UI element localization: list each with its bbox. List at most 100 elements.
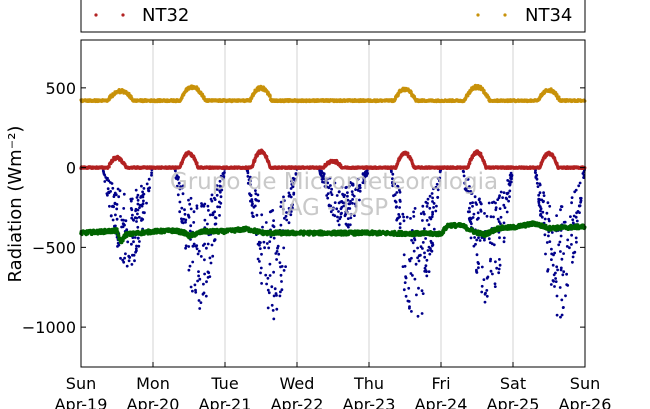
data-point-series-2 bbox=[506, 191, 510, 195]
data-point-series-2 bbox=[559, 208, 562, 212]
data-point-series-2 bbox=[563, 220, 567, 224]
data-point-series-2 bbox=[251, 202, 254, 206]
data-point-series-2 bbox=[126, 240, 130, 244]
data-point-series-2 bbox=[358, 198, 361, 202]
data-point-series-2 bbox=[491, 272, 494, 276]
data-point-series-2 bbox=[182, 217, 186, 221]
data-point-series-2 bbox=[485, 214, 489, 218]
data-point-series-2 bbox=[345, 223, 349, 227]
data-point-series-2 bbox=[125, 264, 129, 268]
data-point-series-2 bbox=[569, 215, 572, 219]
data-point-series-2 bbox=[559, 268, 563, 272]
data-point-series-2 bbox=[361, 172, 365, 175]
data-point-series-2 bbox=[288, 210, 291, 213]
data-point-series-2 bbox=[537, 198, 541, 201]
data-point-series-2 bbox=[292, 182, 295, 186]
data-point-series-2 bbox=[140, 184, 143, 188]
data-point-nt32 bbox=[468, 161, 472, 165]
data-point-series-2 bbox=[497, 267, 501, 271]
data-point-series-2 bbox=[432, 227, 436, 231]
data-point-series-2 bbox=[336, 215, 339, 219]
data-point-series-2 bbox=[206, 204, 210, 208]
data-point-series-2 bbox=[259, 266, 263, 270]
data-point-series-2 bbox=[290, 179, 293, 183]
data-point-series-2 bbox=[283, 199, 286, 203]
data-point-series-2 bbox=[289, 195, 293, 199]
data-point-series-2 bbox=[425, 205, 429, 208]
data-point-series-2 bbox=[192, 242, 196, 246]
data-point-series-2 bbox=[257, 199, 260, 203]
data-point-series-2 bbox=[478, 197, 481, 201]
data-point-series-2 bbox=[560, 257, 564, 261]
data-point-series-2 bbox=[110, 182, 114, 185]
data-point-series-2 bbox=[248, 193, 252, 197]
data-point-series-2 bbox=[421, 219, 424, 222]
data-point-series-2 bbox=[395, 217, 399, 221]
data-point-series-2 bbox=[535, 177, 539, 181]
data-point-series-2 bbox=[547, 234, 550, 238]
data-point-series-2 bbox=[432, 206, 435, 209]
data-point-series-2 bbox=[413, 237, 416, 240]
data-point-series-2 bbox=[346, 191, 349, 195]
data-point-series-2 bbox=[505, 210, 509, 214]
data-point-series-2 bbox=[272, 236, 276, 240]
data-point-series-2 bbox=[364, 174, 368, 178]
data-point-series-2 bbox=[272, 219, 275, 223]
data-point-series-2 bbox=[547, 217, 551, 221]
data-point-series-2 bbox=[412, 210, 415, 214]
data-point-series-2 bbox=[106, 187, 110, 191]
data-point-series-2 bbox=[551, 263, 555, 267]
data-point-series-2 bbox=[436, 176, 440, 180]
data-point-series-2 bbox=[472, 212, 476, 216]
data-point-series-2 bbox=[423, 251, 426, 255]
data-point-series-2 bbox=[248, 175, 252, 179]
data-point-series-2 bbox=[326, 177, 329, 181]
data-point-series-2 bbox=[509, 171, 513, 175]
data-point-series-2 bbox=[150, 173, 153, 177]
data-point-series-2 bbox=[553, 251, 556, 255]
data-point-series-2 bbox=[147, 189, 150, 193]
data-point-series-2 bbox=[502, 191, 506, 195]
data-point-series-2 bbox=[109, 214, 113, 218]
data-point-series-2 bbox=[562, 252, 565, 256]
data-point-series-2 bbox=[285, 211, 288, 214]
data-point-series-2 bbox=[214, 216, 218, 220]
data-point-series-2 bbox=[130, 242, 133, 246]
data-point-series-2 bbox=[356, 177, 360, 181]
data-point-series-2 bbox=[199, 301, 203, 304]
data-point-series-2 bbox=[339, 212, 343, 216]
data-point-series-2 bbox=[351, 198, 354, 201]
data-point-series-2 bbox=[550, 231, 554, 234]
data-point-series-2 bbox=[218, 179, 222, 183]
data-point-series-2 bbox=[211, 211, 215, 215]
data-point-series-2 bbox=[492, 200, 496, 204]
data-point-series-2 bbox=[423, 255, 427, 259]
data-point-series-2 bbox=[197, 270, 200, 273]
data-point-series-2 bbox=[542, 191, 545, 195]
data-point-series-2 bbox=[393, 193, 397, 197]
data-point-series-2 bbox=[344, 213, 347, 216]
data-point-series-2 bbox=[487, 201, 491, 205]
data-point-series-2 bbox=[421, 247, 424, 250]
grid-lines bbox=[152, 40, 514, 367]
data-point-series-2 bbox=[431, 212, 434, 216]
data-point-series-2 bbox=[215, 188, 219, 191]
data-point-series-2 bbox=[434, 209, 438, 213]
data-point-series-2 bbox=[208, 256, 212, 260]
data-point-series-2 bbox=[188, 229, 192, 233]
data-point-series-2 bbox=[412, 215, 416, 218]
data-point-series-2 bbox=[129, 207, 133, 210]
data-point-series-2 bbox=[363, 170, 367, 174]
data-point-series-2 bbox=[540, 215, 544, 219]
data-point-series-2 bbox=[218, 205, 222, 209]
data-point-nt32 bbox=[107, 165, 111, 169]
data-point-series-2 bbox=[416, 246, 419, 250]
data-point-series-2 bbox=[259, 271, 262, 275]
data-point-series-2 bbox=[503, 206, 507, 210]
data-point-series-2 bbox=[538, 183, 542, 187]
data-point-series-2 bbox=[117, 243, 121, 247]
data-point-series-2 bbox=[289, 187, 293, 190]
data-point-series-2 bbox=[184, 246, 188, 250]
data-point-series-2 bbox=[550, 252, 554, 256]
data-point-series-2 bbox=[256, 242, 260, 246]
